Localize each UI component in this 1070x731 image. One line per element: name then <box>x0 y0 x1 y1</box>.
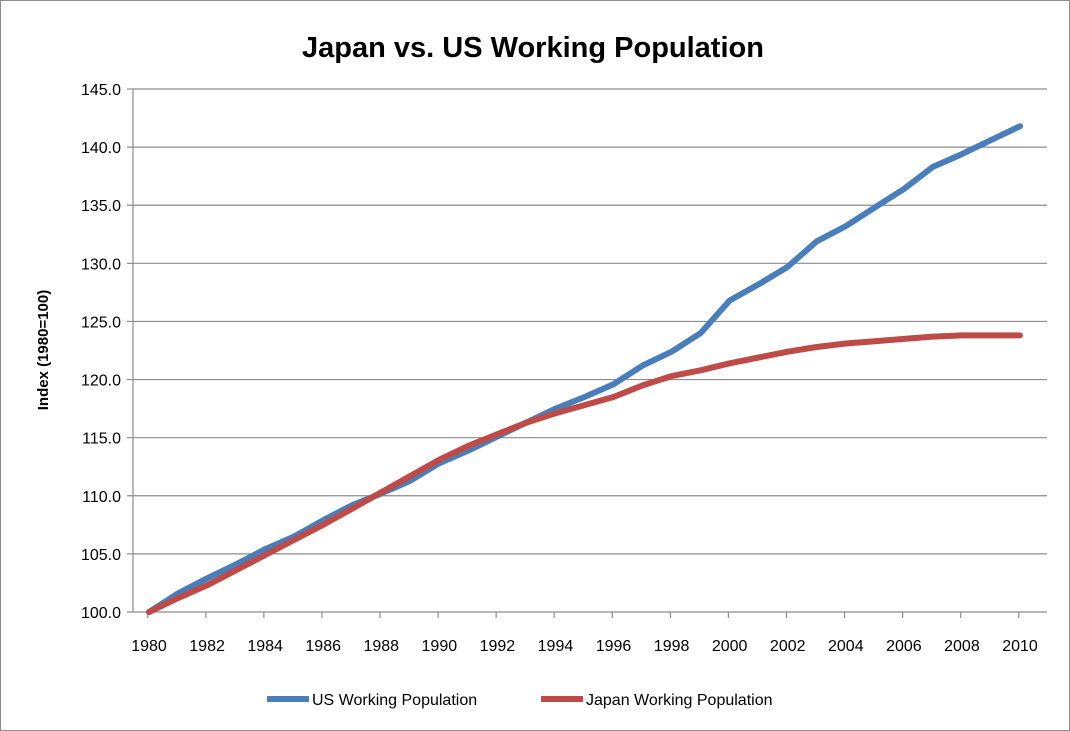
x-tick-label: 1992 <box>480 638 516 655</box>
x-tick-label: 2000 <box>712 638 748 655</box>
x-tick-label: 2008 <box>944 638 980 655</box>
x-tick-label: 1996 <box>596 638 632 655</box>
x-tick-label: 1982 <box>189 638 225 655</box>
legend-label: US Working Population <box>312 692 477 709</box>
axes <box>127 88 1047 618</box>
y-tick-label: 105.0 <box>81 547 121 564</box>
x-tick-label: 1988 <box>363 638 399 655</box>
x-axis-tick-labels: 1980 1982 1984 1986 1988 1990 1992 1994 1996 1998… <box>131 638 1038 655</box>
y-tick-label: 115.0 <box>82 431 121 448</box>
x-tick-label: 1998 <box>654 638 690 655</box>
y-tick-label: 125.0 <box>81 314 121 331</box>
x-tick-label: 1990 <box>422 638 458 655</box>
x-tick-label: 2002 <box>770 638 806 655</box>
x-tick-label: 2006 <box>886 638 922 655</box>
x-tick-label: 2010 <box>1002 638 1038 655</box>
x-tick-label: 1984 <box>247 638 283 655</box>
y-tick-label: 135.0 <box>81 198 121 215</box>
x-tick-label: 1994 <box>538 638 574 655</box>
y-tick-label: 130.0 <box>81 256 121 273</box>
x-tick-label: 2004 <box>828 638 864 655</box>
y-axis-title: Index (1980=100) <box>35 290 52 411</box>
series-lines <box>146 123 1023 615</box>
legend-label: Japan Working Population <box>586 692 773 709</box>
gridlines <box>133 88 1047 555</box>
y-tick-label: 100.0 <box>81 605 121 622</box>
series-line-us <box>146 123 1023 615</box>
y-tick-label: 120.0 <box>81 373 121 390</box>
x-tick-label: 1986 <box>305 638 341 655</box>
y-axis-tick-labels: 100.0 105.0 110.0 115.0 120.0 125.0 130.0 135.0… <box>81 82 121 622</box>
x-tick-label: 1980 <box>131 638 167 655</box>
y-tick-label: 110.0 <box>82 489 121 506</box>
series-line-japan <box>146 332 1023 615</box>
y-tick-label: 140.0 <box>81 140 121 157</box>
y-tick-label: 145.0 <box>81 82 121 99</box>
legend: US Working Population Japan Working Popul… <box>267 692 773 709</box>
chart-title: Japan vs. US Working Population <box>302 32 764 64</box>
